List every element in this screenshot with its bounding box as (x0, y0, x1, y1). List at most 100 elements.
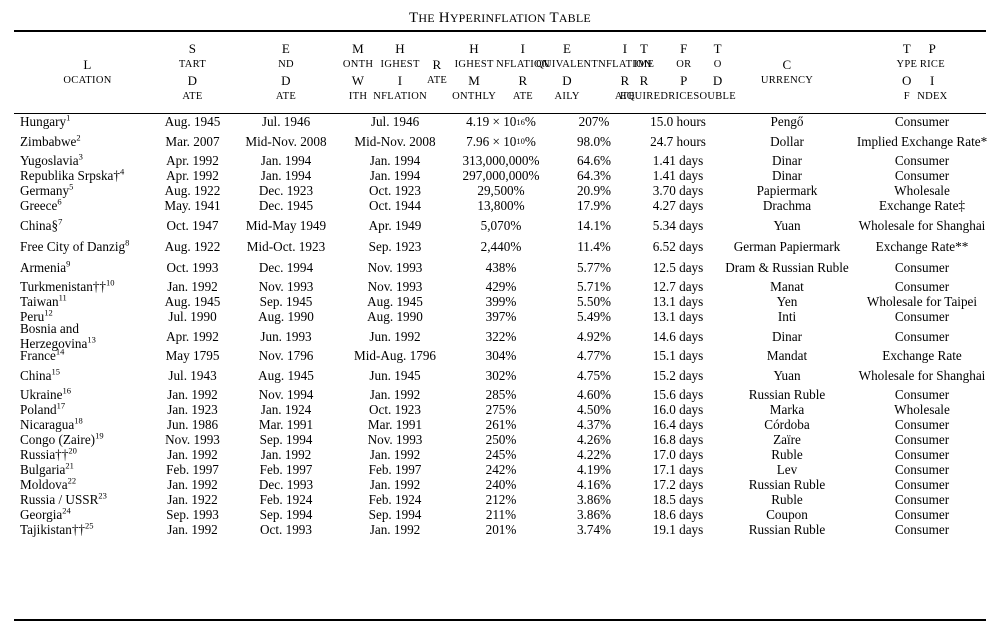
cell-index: Exchange Rate (856, 348, 988, 363)
cell-month: Feb. 1924 (342, 492, 448, 507)
table-row: Poland17 Jan. 1923 Jan. 1924 Oct. 1923 275% 4… (0, 401, 1000, 417)
footnote-marker: 25 (85, 520, 94, 531)
location-name: Hungary (20, 114, 67, 129)
start-value: Oct. 1947 (166, 217, 219, 233)
cell-double: 15.2 days (638, 363, 718, 387)
currency-value: Russian Ruble (748, 477, 826, 492)
cell-end: Nov. 1993 (236, 279, 336, 294)
start-value: Jan. 1992 (167, 477, 218, 492)
month-value: Oct. 1923 (368, 183, 421, 198)
cell-location: China§7 (20, 213, 155, 237)
cell-currency: Córdoba (722, 417, 852, 432)
cell-daily: 64.6% (554, 153, 634, 168)
daily-value: 4.75% (576, 367, 612, 383)
monthly-value: 4.19 × 10 (466, 114, 517, 129)
cell-currency: Russian Ruble (722, 522, 852, 537)
index-value: Consumer (894, 259, 950, 275)
start-value: May 1795 (165, 348, 220, 363)
monthly-value: 397% (485, 309, 517, 324)
cell-daily: 17.9% (554, 198, 634, 213)
cell-double: 6.52 days (638, 237, 718, 255)
start-value: Feb. 1997 (166, 462, 219, 477)
location-name: Turkmenistan†† (20, 279, 106, 294)
cell-double: 16.8 days (638, 432, 718, 447)
cell-index: Exchange Rate** (856, 237, 988, 255)
double-value: 17.2 days (652, 477, 704, 492)
footnote-marker: 8 (125, 237, 130, 248)
monthly-value: 245% (485, 447, 517, 462)
monthly-value: 250% (485, 432, 517, 447)
end-value: Feb. 1997 (259, 462, 313, 477)
cell-end: Aug. 1945 (236, 363, 336, 387)
footnote-marker: 6 (57, 196, 62, 207)
end-value: Mid-May 1949 (245, 217, 327, 233)
double-value: 1.41 days (652, 168, 704, 183)
footnote-marker: 23 (98, 490, 107, 501)
cell-currency: Pengő (722, 114, 852, 129)
cell-start: Feb. 1997 (155, 462, 230, 477)
cell-end: Feb. 1997 (236, 462, 336, 477)
percent-suffix: % (524, 114, 536, 129)
index-value: Implied Exchange Rate* (856, 133, 988, 149)
cell-double: 16.0 days (638, 402, 718, 417)
index-value: Wholesale for Shanghai (858, 367, 986, 383)
end-value: Sep. 1994 (259, 507, 313, 522)
daily-value: 207% (578, 114, 610, 129)
currency-value: Zaïre (773, 432, 801, 447)
cell-monthly: 322% (452, 324, 550, 348)
table-row: Turkmenistan††10 Jan. 1992 Nov. 1993 Nov. 1… (0, 278, 1000, 294)
cell-start: Sep. 1993 (155, 507, 230, 522)
index-value: Consumer (894, 462, 950, 477)
cell-monthly: 245% (452, 447, 550, 462)
index-value: Wholesale (894, 402, 950, 417)
currency-value: Dram & Russian Ruble (725, 259, 849, 275)
cell-month: Oct. 1923 (342, 402, 448, 417)
monthly-value: 429% (485, 279, 517, 294)
footnote-marker: 16 (62, 385, 71, 396)
end-value: Jan. 1994 (260, 168, 312, 183)
cell-double: 3.70 days (638, 183, 718, 198)
cell-start: Nov. 1993 (155, 432, 230, 447)
cell-end: Feb. 1924 (236, 492, 336, 507)
currency-value: Ruble (771, 492, 803, 507)
cell-start: Aug. 1945 (155, 294, 230, 309)
footnote-marker: 20 (68, 445, 77, 456)
double-value: 4.27 days (652, 198, 704, 213)
cell-location: Congo (Zaire)19 (20, 431, 155, 447)
cell-start: Aug. 1922 (155, 183, 230, 198)
cell-index: Consumer (856, 507, 988, 522)
location-name: Ukraine (20, 387, 63, 402)
end-value: Nov. 1994 (258, 387, 314, 402)
end-value: Aug. 1990 (258, 309, 314, 324)
cell-double: 17.1 days (638, 462, 718, 477)
index-value: Consumer (894, 309, 950, 324)
cell-monthly: 399% (452, 294, 550, 309)
cell-double: 19.1 days (638, 522, 718, 537)
month-value: Oct. 1923 (368, 402, 421, 417)
index-value: Consumer (894, 522, 950, 537)
footnote-marker: 15 (51, 366, 61, 377)
daily-value: 20.9% (576, 183, 612, 198)
table-row: Hungary1 Aug. 1945 Jul. 1946 Jul. 1946 4.19 … (0, 113, 1000, 129)
month-value: Nov. 1993 (367, 432, 423, 447)
cell-index: Consumer (856, 153, 988, 168)
cell-month: Nov. 1993 (342, 432, 448, 447)
cell-monthly: 429% (452, 279, 550, 294)
cell-month: Jan. 1992 (342, 477, 448, 492)
cell-index: Wholesale for Shanghai (856, 363, 988, 387)
cell-end: Dec. 1923 (236, 183, 336, 198)
cell-index: Wholesale (856, 402, 988, 417)
table-row: Tajikistan††25 Jan. 1992 Oct. 1993 Jan. 199… (0, 520, 1000, 537)
cell-currency: Yen (722, 294, 852, 309)
monthly-value: 211% (485, 507, 517, 522)
location-name: Republika Srpska† (20, 168, 120, 183)
table-row: Republika Srpska†4 Apr. 1992 Jan. 1994 Jan.… (0, 167, 1000, 183)
cell-index: Consumer (856, 417, 988, 432)
cell-daily: 14.1% (554, 213, 634, 237)
monthly-value: 297,000,000% (462, 168, 540, 183)
cell-end: Mid-May 1949 (236, 213, 336, 237)
cell-currency: Dinar (722, 153, 852, 168)
location-name: France (20, 348, 56, 363)
cell-monthly: 240% (452, 477, 550, 492)
cell-end: Jan. 1994 (236, 153, 336, 168)
